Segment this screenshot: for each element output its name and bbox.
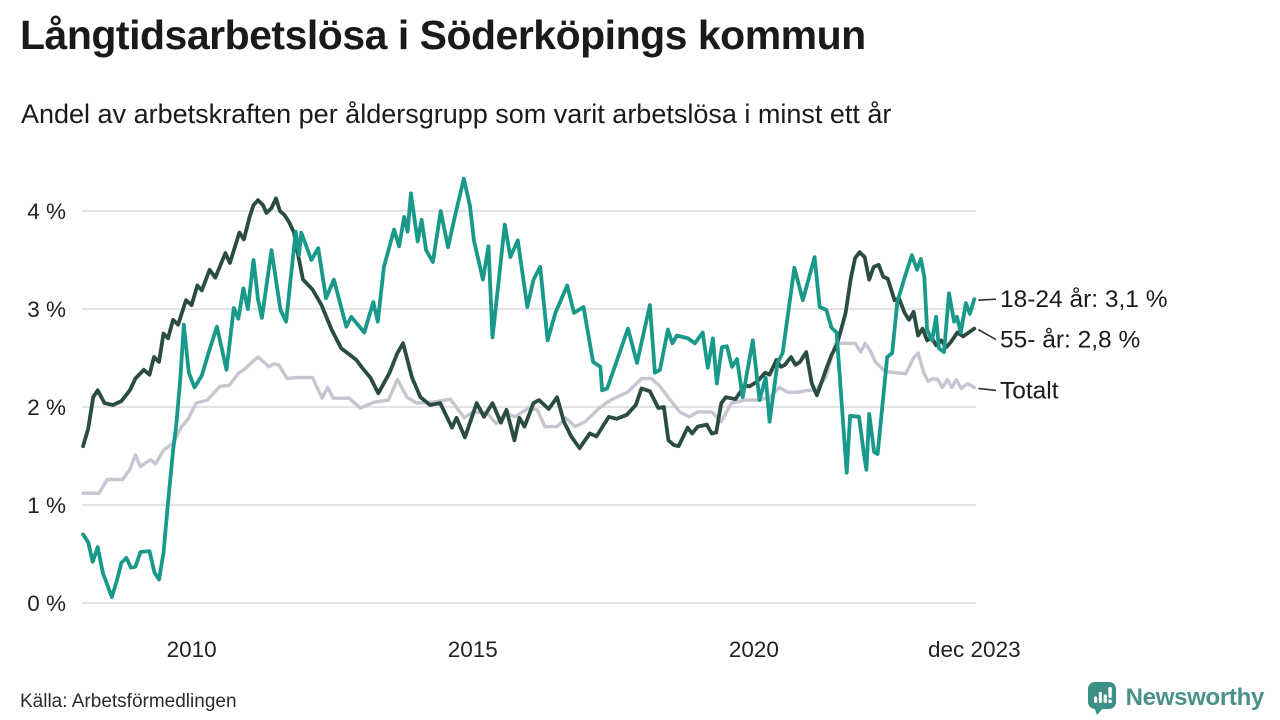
series-end-label: 18-24 år: 3,1 % [1000, 286, 1168, 313]
y-tick-label: 0 % [27, 591, 66, 616]
series-line-totalt [81, 341, 976, 495]
page-subtitle: Andel av arbetskraften per åldersgrupp s… [21, 99, 892, 129]
x-tick-label: dec 2023 [928, 637, 1021, 662]
x-tick-label: 2015 [448, 637, 498, 662]
y-tick-label: 2 % [27, 395, 66, 420]
label-connector [977, 328, 997, 341]
x-tick-label: 2010 [167, 637, 217, 662]
page-title: Långtidsarbetslösa i Söderköpings kommun [20, 12, 866, 58]
source-note: Källa: Arbetsförmedlingen [20, 691, 237, 712]
x-tick-label: 2020 [729, 637, 779, 662]
series-end-label: Totalt [1000, 377, 1059, 404]
label-connector [978, 387, 997, 392]
series-line-18-24-r [81, 176, 977, 599]
y-tick-label: 4 % [27, 199, 66, 224]
y-tick-label: 3 % [27, 297, 66, 322]
label-connector [978, 298, 997, 301]
series-line-55-r [81, 196, 977, 451]
newsworthy-logo-icon [1087, 682, 1116, 715]
y-tick-label: 1 % [27, 493, 66, 518]
series-end-label: 55- år: 2,8 % [1000, 327, 1140, 354]
newsworthy-wordmark: Newsworthy [1125, 684, 1265, 711]
newsworthy-logo: Newsworthy [1086, 681, 1264, 715]
